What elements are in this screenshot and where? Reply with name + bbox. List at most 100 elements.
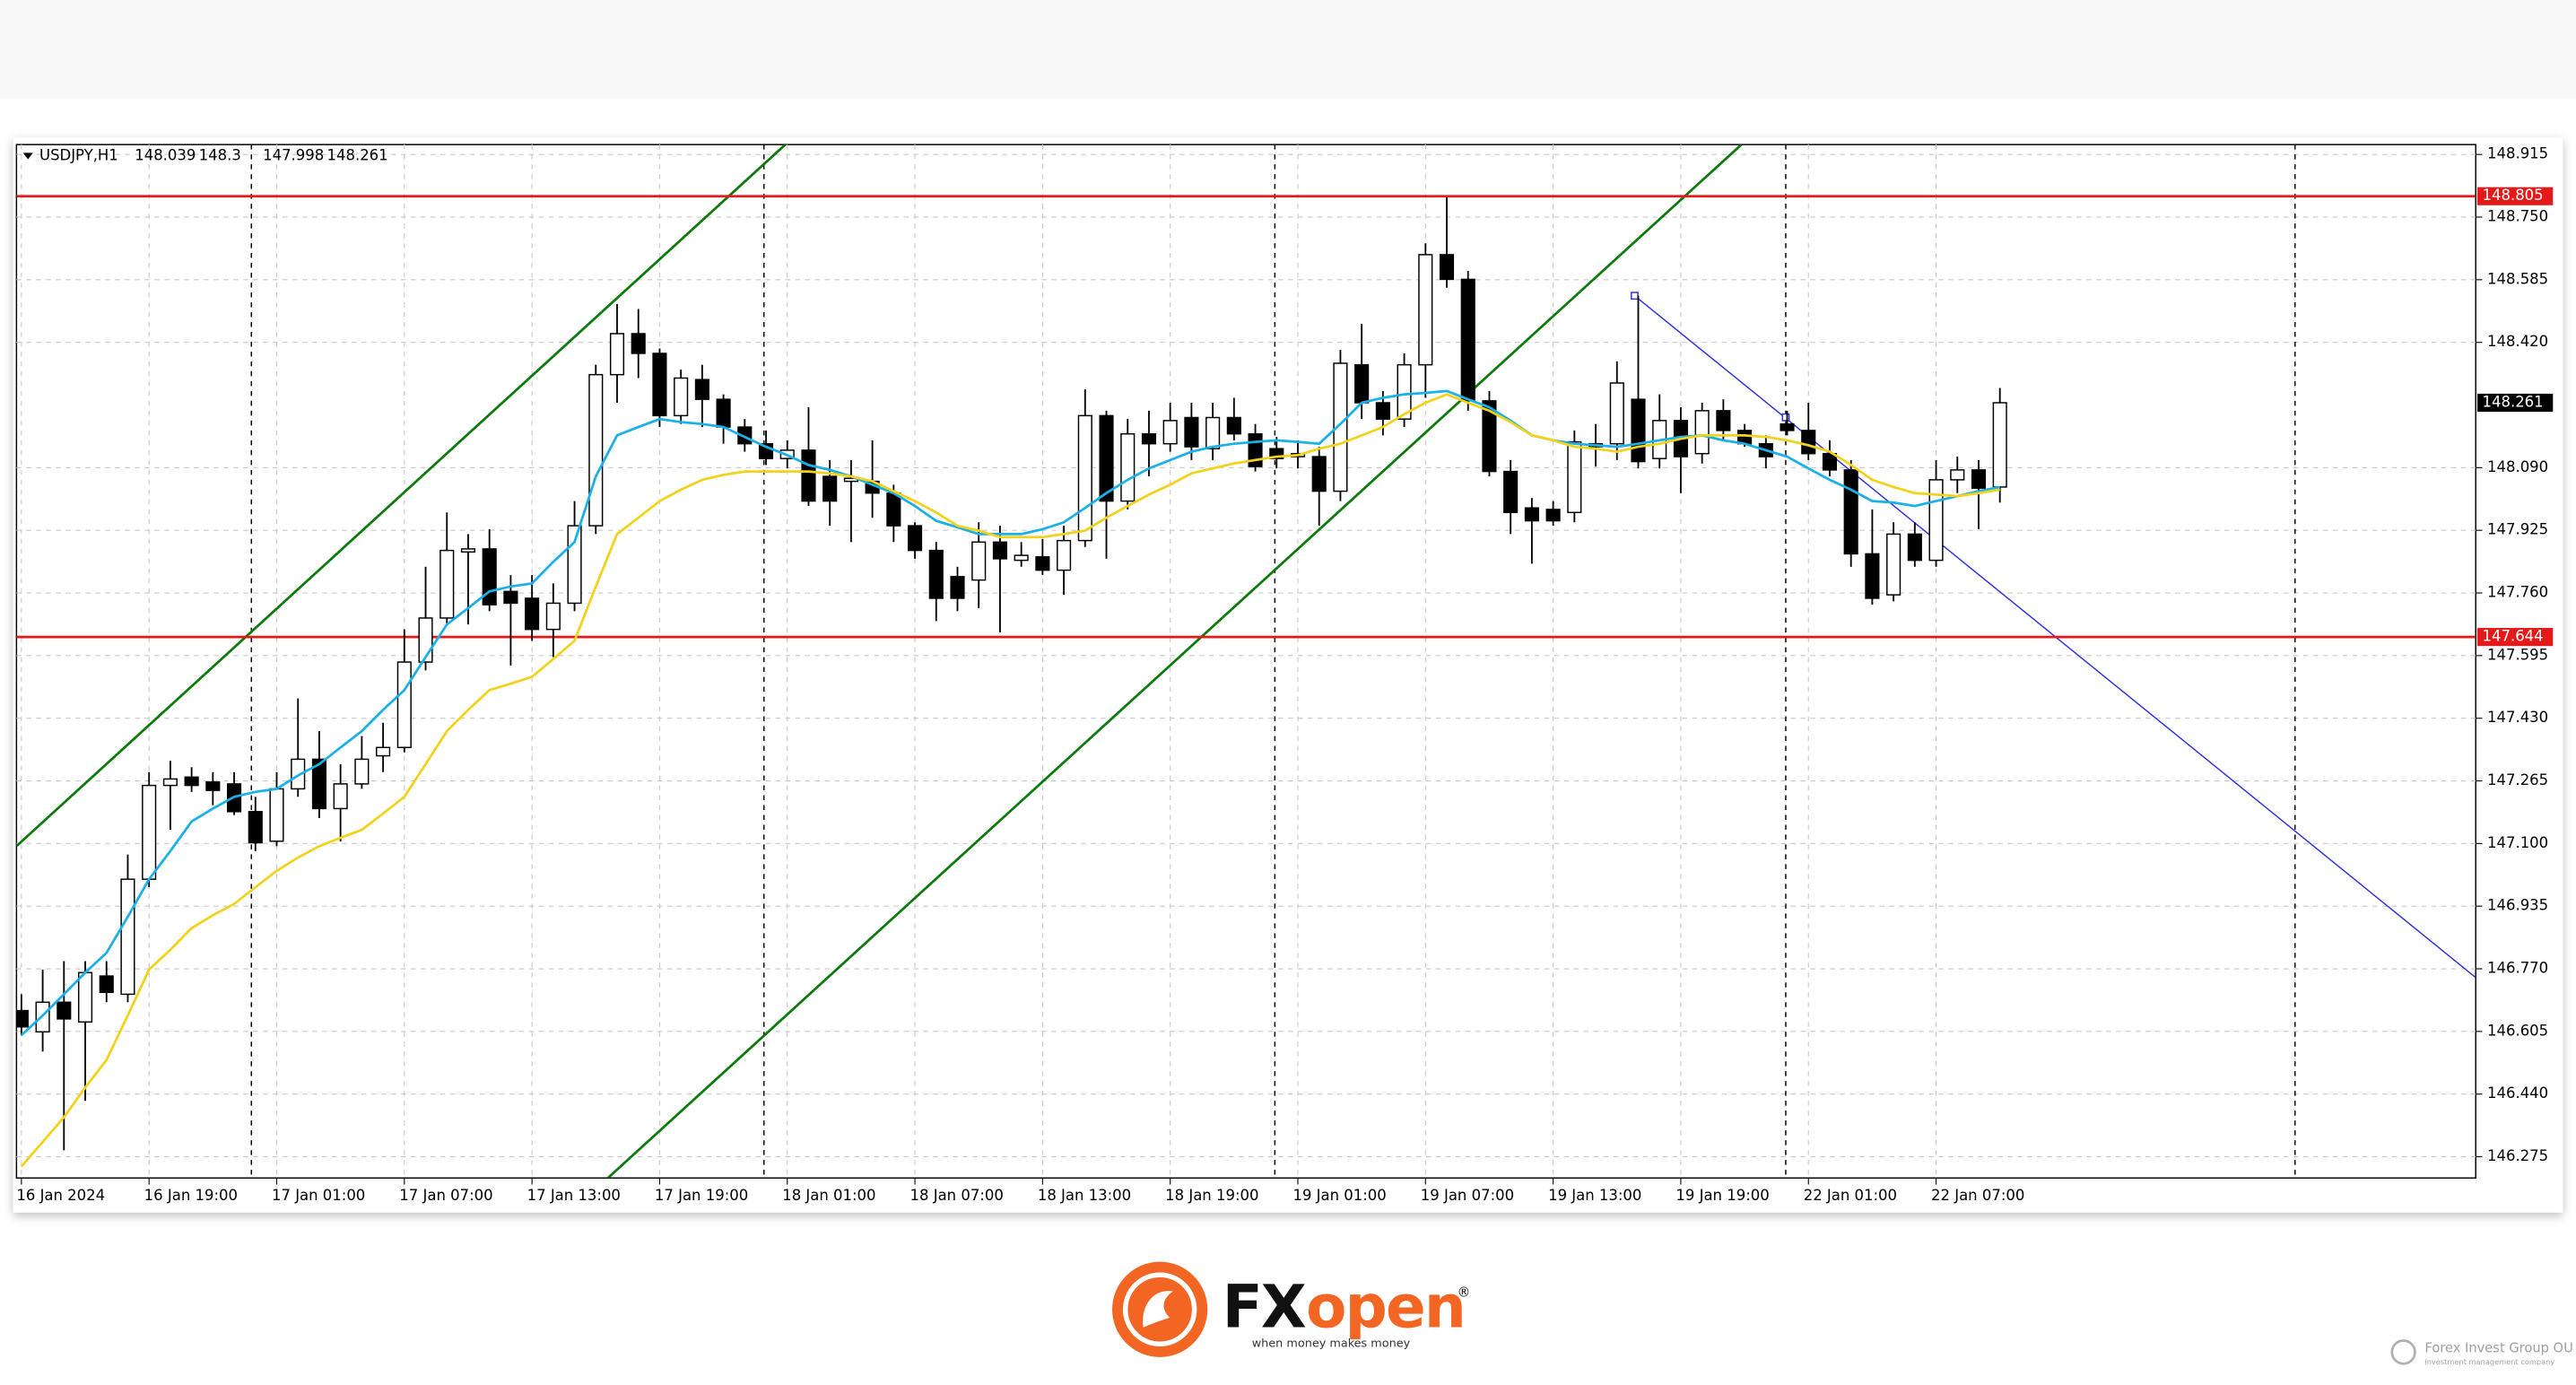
candle-body: [1524, 507, 1539, 522]
price-label: 148.261: [2483, 393, 2544, 410]
series-layer: [16, 195, 2476, 1168]
candle-body: [1822, 452, 1838, 471]
moving-average: [20, 393, 2000, 1168]
top-band: [0, 0, 2576, 99]
candle-body: [1035, 556, 1050, 571]
candle-body: [609, 333, 625, 376]
candle-body: [1928, 479, 1944, 562]
candle-body: [333, 783, 348, 810]
y-tick-label: 148.420: [2487, 333, 2548, 350]
logo-icon-ring: [1122, 1272, 1197, 1346]
candle-body: [801, 449, 816, 502]
partner-sub: investment management company: [2424, 1357, 2554, 1366]
x-tick-label: 18 Jan 19:00: [1165, 1187, 1258, 1204]
candle-body: [1631, 398, 1646, 463]
y-tick-label: 146.935: [2487, 897, 2548, 914]
candle-body: [1354, 363, 1370, 404]
candle-body: [1418, 254, 1433, 366]
y-tick-label: 148.915: [2487, 145, 2548, 162]
candle-body: [77, 971, 93, 1024]
candle-body: [1311, 456, 1327, 492]
candle-body: [1184, 416, 1199, 448]
candle-body: [1545, 509, 1561, 522]
candle-body: [1460, 278, 1475, 402]
candle-body: [1397, 363, 1412, 420]
candle-body: [1014, 554, 1029, 562]
candle-body: [1057, 539, 1072, 571]
candle-body: [1865, 553, 1880, 599]
candle-body: [928, 549, 944, 599]
ohlc-close: 148.261: [327, 146, 388, 163]
candle-body: [16, 1009, 29, 1028]
day-separators: [250, 144, 2296, 1179]
candle-body: [269, 788, 284, 842]
candle-body: [1439, 254, 1455, 281]
candle-body: [694, 379, 709, 400]
candle-body: [1503, 470, 1519, 514]
logo-registered: ®: [1458, 1285, 1471, 1300]
candle-body: [396, 661, 412, 749]
candle-body: [1992, 402, 2007, 488]
candle-body: [503, 590, 518, 605]
candle-body: [1780, 422, 1795, 431]
x-tick-label: 17 Jan 01:00: [272, 1187, 365, 1204]
candle-body: [1205, 416, 1221, 449]
candle-body: [950, 576, 965, 599]
x-tick-label: 19 Jan 01:00: [1292, 1187, 1386, 1204]
candle-body: [992, 541, 1007, 560]
candle-body: [311, 758, 326, 810]
candle-body: [545, 602, 561, 631]
candle-body: [1971, 469, 1987, 489]
price-label-box: [2477, 393, 2554, 413]
x-tick-label: 19 Jan 13:00: [1548, 1187, 1641, 1204]
candle-body: [1737, 430, 1753, 445]
y-tick-label: 147.760: [2487, 584, 2548, 601]
candle-body: [631, 333, 646, 354]
candle-body: [439, 549, 455, 619]
level-label: 147.644: [2483, 628, 2544, 645]
candle-body: [1609, 382, 1624, 445]
y-tick-label: 148.750: [2487, 208, 2548, 225]
candle-body: [907, 525, 923, 552]
candle-body: [205, 781, 221, 791]
ohlc-open: 148.039: [135, 146, 196, 163]
trend-handle: [1631, 292, 1639, 301]
y-tick-label: 146.275: [2487, 1147, 2548, 1164]
candle-body: [822, 475, 838, 502]
candle-body: [1269, 448, 1284, 459]
logo: FX open ® when money makes money: [1112, 1261, 1471, 1357]
y-tick-label: 147.100: [2487, 834, 2548, 851]
candle-body: [1120, 432, 1136, 502]
candle-body: [1077, 414, 1092, 542]
candle-body: [354, 758, 370, 785]
candle-body: [1843, 469, 1858, 555]
x-tick-label: 17 Jan 13:00: [527, 1187, 621, 1204]
x-tick-label: 18 Jan 13:00: [1038, 1187, 1131, 1204]
chart-frame: [13, 137, 2563, 1213]
y-tick-label: 147.925: [2487, 521, 2548, 538]
candle-body: [567, 525, 582, 605]
x-tick-label: 16 Jan 2024: [16, 1187, 105, 1204]
candle-body: [142, 784, 157, 880]
ohlc-low: 147.998: [263, 146, 324, 163]
y-tick-label: 147.595: [2487, 646, 2548, 663]
logo-open: open: [1306, 1273, 1465, 1342]
partner-icon: [2390, 1339, 2416, 1365]
candle-body: [291, 758, 306, 790]
candle-body: [120, 878, 135, 996]
candle-body: [1333, 362, 1348, 492]
logo-tagline: when money makes money: [1252, 1337, 1411, 1351]
y-tick-label: 146.605: [2487, 1022, 2548, 1039]
candle-body: [971, 541, 987, 581]
candle-body: [1375, 402, 1390, 420]
candle-body: [1567, 440, 1582, 514]
x-tick-label: 22 Jan 07:00: [1931, 1187, 2024, 1204]
y-tick-label: 146.440: [2487, 1084, 2548, 1102]
candle-body: [248, 811, 263, 844]
x-tick-label: 19 Jan 19:00: [1675, 1187, 1769, 1204]
y-tick-label: 147.265: [2487, 771, 2548, 788]
candle-body: [460, 548, 476, 553]
ohlc-high: 148.3: [199, 146, 241, 163]
